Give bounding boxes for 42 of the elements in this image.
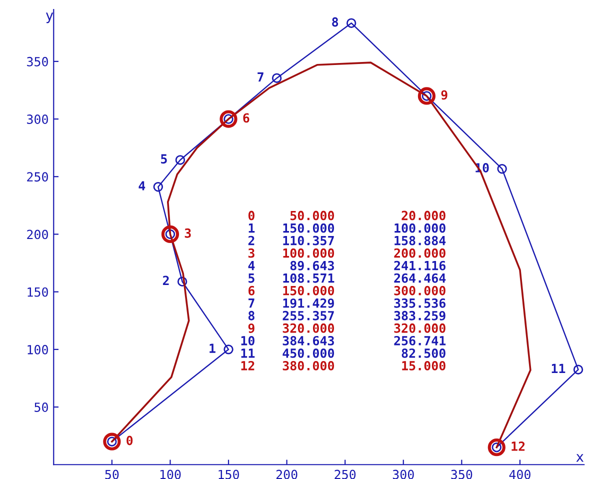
y-axis-title: y [46, 12, 54, 24]
y-tick-label: 350 [27, 56, 48, 66]
annotation: 9 [441, 90, 448, 100]
x-tick-label: 150 [218, 470, 239, 479]
x-tick-label: 250 [334, 470, 356, 479]
text: 4 89.643 241.116 [248, 260, 446, 270]
text: 6 150.000 300.000 [248, 286, 446, 296]
x-tick-label: 400 [509, 470, 530, 479]
annotation: 7 [258, 72, 264, 82]
y-tick-label: 300 [27, 114, 48, 124]
x-tick-label: 50 [105, 470, 119, 479]
text: 12 380.000 15.000 [241, 360, 446, 370]
y-tick-label: 50 [34, 402, 48, 412]
x-tick-label: 350 [451, 470, 472, 479]
text: 11 450.000 82.500 [241, 348, 446, 358]
annotation: 5 [161, 154, 167, 164]
y-tick-label: 200 [27, 230, 48, 240]
x-tick-label: 300 [392, 470, 414, 479]
annotation: 4 [138, 181, 146, 190]
text: 3 100.000 200.000 [248, 248, 446, 258]
text: 1 150.000 100.000 [248, 223, 446, 233]
annotation: 2 [162, 276, 169, 286]
y-tick-label: 100 [28, 344, 48, 354]
annotation: 1 [210, 344, 216, 353]
annotation: 6 [243, 113, 250, 123]
x-axis-title: x [576, 454, 584, 462]
text: 9 320.000 320.000 [248, 323, 446, 333]
text: 8 255.357 383.259 [248, 310, 446, 320]
y-tick-label: 150 [28, 287, 48, 297]
x-tick-label: 100 [160, 470, 181, 479]
text: 10 384.643 256.741 [241, 336, 446, 346]
y-tick-label: 250 [27, 172, 48, 182]
annotation: 11 [552, 364, 566, 374]
annotation: 12 [512, 442, 525, 451]
annotation: 8 [332, 17, 338, 27]
x-tick-label: 200 [276, 470, 298, 479]
text: 2 110.357 158.884 [248, 236, 446, 246]
annotation: 0 [126, 436, 133, 446]
text: 5 108.571 264.464 [248, 273, 446, 283]
text: 7 191.429 335.536 [248, 298, 446, 308]
annotation: 3 [184, 228, 191, 238]
text: 0 50.000 20.000 [248, 210, 446, 220]
